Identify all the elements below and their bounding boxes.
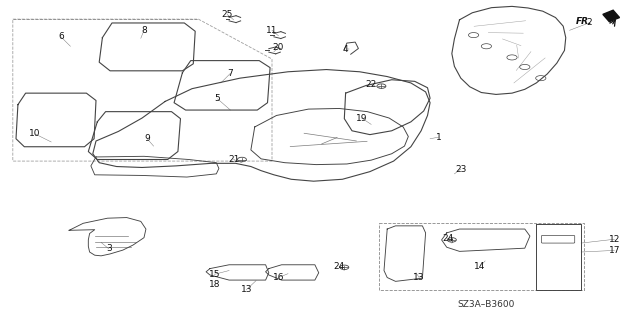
Text: 5: 5 bbox=[215, 94, 220, 103]
Text: 16: 16 bbox=[273, 273, 284, 282]
Text: 22: 22 bbox=[365, 80, 377, 89]
Text: 15: 15 bbox=[209, 270, 220, 279]
Text: 4: 4 bbox=[343, 45, 348, 54]
Text: 23: 23 bbox=[455, 165, 467, 174]
Text: 17: 17 bbox=[609, 246, 620, 255]
Text: 13: 13 bbox=[241, 285, 252, 294]
Text: 2: 2 bbox=[586, 19, 591, 27]
Text: 24: 24 bbox=[333, 262, 345, 271]
Text: 9: 9 bbox=[145, 134, 150, 143]
Text: 21: 21 bbox=[228, 155, 239, 164]
Text: 14: 14 bbox=[474, 262, 486, 271]
Text: FR.: FR. bbox=[575, 17, 592, 26]
Text: 8: 8 bbox=[141, 26, 147, 35]
Text: 24: 24 bbox=[442, 234, 454, 243]
Text: SZ3A–B3600: SZ3A–B3600 bbox=[458, 300, 515, 309]
Text: 12: 12 bbox=[609, 235, 620, 244]
Text: 3: 3 bbox=[106, 244, 111, 253]
Text: 20: 20 bbox=[273, 43, 284, 52]
Text: 10: 10 bbox=[29, 130, 41, 138]
Text: 6: 6 bbox=[58, 32, 63, 41]
Text: 13: 13 bbox=[413, 273, 425, 282]
Text: 25: 25 bbox=[221, 10, 233, 19]
Polygon shape bbox=[603, 10, 620, 22]
Text: 18: 18 bbox=[209, 280, 220, 289]
Text: 1: 1 bbox=[436, 133, 441, 142]
Text: 7: 7 bbox=[228, 69, 233, 78]
Text: 19: 19 bbox=[356, 114, 367, 122]
Text: 11: 11 bbox=[266, 26, 278, 35]
